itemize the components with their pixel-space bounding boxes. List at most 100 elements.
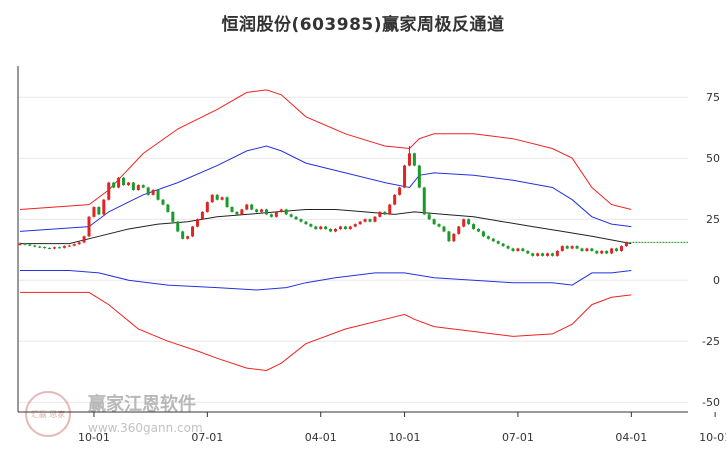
candle-body — [383, 211, 387, 215]
candle — [383, 211, 387, 216]
candle — [378, 211, 382, 218]
candle-body — [417, 165, 421, 188]
candle-body — [501, 243, 505, 247]
candle-body — [97, 207, 101, 215]
candle — [506, 245, 510, 250]
candle-body — [181, 231, 185, 239]
candle-body — [230, 207, 234, 212]
candle-body — [131, 182, 135, 190]
candle — [412, 152, 416, 167]
candle — [319, 225, 323, 230]
candle-body — [314, 226, 318, 229]
candle-body — [235, 211, 239, 215]
candle-body — [225, 197, 229, 208]
candle — [403, 164, 407, 189]
candle — [200, 211, 204, 220]
candle — [570, 245, 574, 250]
candle-body — [43, 247, 47, 249]
candle — [195, 218, 199, 228]
candle-body — [511, 248, 515, 251]
candle-body — [378, 211, 382, 217]
candle — [585, 247, 589, 252]
candle-body — [171, 211, 175, 222]
candle — [156, 189, 160, 201]
candle — [181, 230, 185, 240]
candle — [615, 247, 619, 252]
candle-body — [476, 229, 480, 232]
channel-lines — [19, 89, 688, 372]
candle — [284, 208, 288, 216]
x-tick-label: 07-01 — [502, 431, 534, 444]
candle — [23, 242, 27, 246]
candle — [28, 243, 32, 247]
candle-body — [265, 209, 268, 215]
candle-body — [200, 211, 204, 220]
candle — [407, 146, 411, 167]
candle — [388, 203, 392, 216]
series-mid — [20, 209, 632, 245]
candle — [97, 206, 101, 216]
candles — [18, 146, 628, 257]
candle-body — [195, 219, 199, 227]
candle-body — [67, 245, 71, 247]
candle — [491, 238, 495, 242]
candle — [161, 198, 165, 206]
candle — [442, 225, 446, 233]
candle — [67, 244, 71, 247]
candle-body — [343, 226, 347, 229]
candle — [304, 220, 308, 225]
candle-body — [112, 182, 116, 188]
axes — [17, 66, 716, 417]
candle-body — [373, 216, 377, 222]
candle — [565, 245, 569, 250]
series-outer_upper — [19, 89, 632, 210]
candle — [368, 218, 372, 223]
candle — [452, 233, 456, 242]
series-inner_upper — [19, 145, 632, 232]
candle-body — [28, 244, 32, 246]
candle — [87, 216, 91, 238]
watermark-url: www.360gann.com — [88, 421, 203, 435]
candle-body — [546, 253, 550, 256]
candle-body — [536, 253, 540, 256]
y-tick-label: 0 — [713, 274, 720, 287]
candle-body — [250, 204, 254, 210]
candle-body — [304, 221, 308, 225]
candle-body — [427, 214, 431, 220]
candle — [294, 216, 298, 220]
candle-body — [215, 194, 219, 200]
series-outer_lower — [20, 291, 632, 372]
candle — [422, 186, 426, 216]
candle-body — [176, 221, 180, 232]
candle — [166, 203, 170, 213]
candle — [136, 184, 140, 191]
candle-body — [329, 229, 333, 232]
candle — [240, 208, 244, 216]
candle — [151, 189, 155, 196]
candle-body — [595, 250, 599, 254]
candle-body — [324, 226, 328, 229]
candle-body — [486, 236, 490, 239]
candle — [511, 247, 515, 252]
candle — [279, 208, 283, 213]
candle — [393, 194, 397, 206]
candle — [274, 211, 278, 218]
candle — [33, 244, 37, 248]
candle-body — [205, 202, 209, 212]
x-tick-labels: 10-01 07-01 04-01 10-01 07-01 04-01 10-01 — [78, 431, 726, 444]
candle-body — [220, 197, 224, 200]
candle-body — [279, 209, 283, 212]
candle-body — [23, 243, 27, 245]
candle-body — [102, 199, 106, 215]
candle-body — [600, 250, 604, 254]
candle-body — [334, 229, 338, 232]
candle — [338, 225, 342, 230]
candle — [191, 225, 195, 238]
candle-body — [457, 226, 461, 234]
candle-body — [319, 226, 323, 229]
x-tick-label: 07-01 — [191, 431, 223, 444]
y-tick-label: -50 — [702, 396, 720, 409]
candle — [225, 196, 229, 208]
candle — [476, 228, 480, 233]
